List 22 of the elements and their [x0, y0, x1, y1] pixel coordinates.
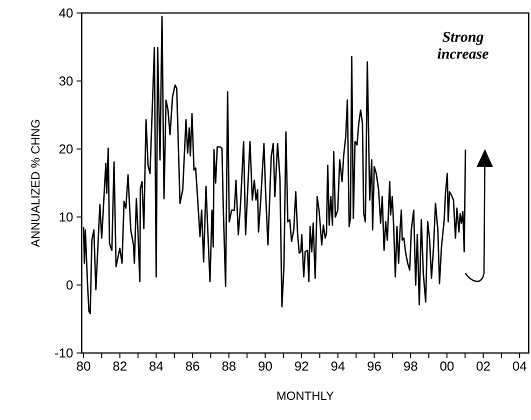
- y-tick-label: 10: [60, 212, 73, 222]
- x-tick-label: 04: [512, 362, 526, 371]
- x-tick-label: 82: [113, 362, 126, 371]
- x-axis-title: MONTHLY: [277, 392, 334, 400]
- x-tick-label: 02: [476, 362, 490, 371]
- x-tick-label: 92: [294, 362, 308, 371]
- x-tick-label: 98: [404, 362, 418, 371]
- x-tick-label: 86: [186, 362, 200, 371]
- y-tick-label: 40: [59, 8, 73, 18]
- annotation: Strong increase: [438, 32, 488, 59]
- y-tick-label: 20: [59, 144, 73, 154]
- x-tick-label: 88: [222, 362, 236, 371]
- y-tick-label: -10: [55, 348, 73, 358]
- x-tick-label: 96: [368, 362, 381, 371]
- x-tick-label: 94: [331, 362, 345, 371]
- x-tick-label: 00: [440, 362, 454, 371]
- x-tick-label: 80: [76, 362, 90, 371]
- x-tick-label: 90: [258, 362, 272, 371]
- y-tick-label: 30: [59, 76, 73, 86]
- x-tick-label: 84: [150, 362, 164, 371]
- y-axis-title: ANNUALIZED % CHNG: [31, 120, 40, 248]
- y-tick-label: 0: [66, 280, 73, 290]
